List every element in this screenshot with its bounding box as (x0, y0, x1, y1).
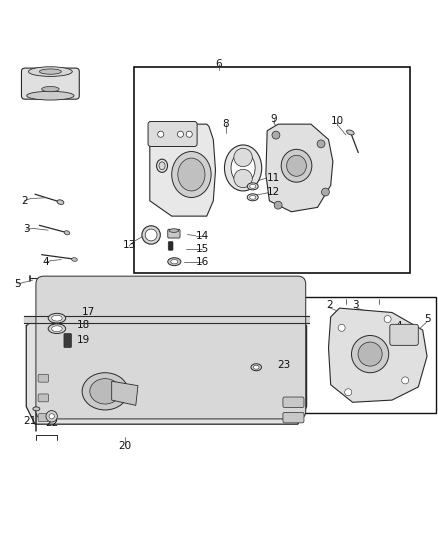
FancyBboxPatch shape (168, 241, 173, 251)
Text: 6: 6 (215, 59, 223, 69)
Ellipse shape (142, 226, 160, 244)
Text: 2: 2 (21, 196, 28, 206)
Ellipse shape (57, 200, 64, 205)
Circle shape (274, 201, 282, 209)
Ellipse shape (231, 152, 255, 184)
Ellipse shape (250, 184, 256, 188)
Polygon shape (26, 319, 307, 424)
Text: 21: 21 (23, 416, 36, 426)
Text: 15: 15 (196, 244, 209, 254)
Circle shape (317, 140, 325, 148)
Text: 2: 2 (326, 300, 333, 310)
Text: 5: 5 (14, 279, 21, 289)
Text: 7: 7 (148, 136, 155, 147)
Polygon shape (112, 381, 138, 405)
Circle shape (384, 316, 391, 322)
Ellipse shape (169, 229, 179, 232)
Text: 3: 3 (23, 224, 30, 235)
FancyBboxPatch shape (148, 122, 197, 147)
Ellipse shape (286, 155, 307, 176)
Ellipse shape (145, 229, 157, 241)
FancyBboxPatch shape (283, 397, 304, 408)
Circle shape (402, 377, 409, 384)
Circle shape (272, 131, 280, 139)
Bar (134, 67, 410, 273)
Text: 8: 8 (222, 119, 229, 129)
Ellipse shape (351, 335, 389, 373)
Ellipse shape (168, 258, 181, 265)
FancyBboxPatch shape (38, 374, 49, 382)
Circle shape (338, 324, 345, 332)
Circle shape (186, 131, 192, 138)
Ellipse shape (52, 326, 62, 332)
Polygon shape (266, 124, 333, 212)
Ellipse shape (28, 67, 72, 76)
Circle shape (49, 414, 54, 419)
Text: 16: 16 (196, 257, 209, 266)
Text: 18: 18 (77, 320, 90, 330)
Ellipse shape (42, 86, 59, 92)
Ellipse shape (225, 145, 262, 191)
Ellipse shape (171, 260, 178, 264)
Text: 11: 11 (267, 173, 280, 183)
Ellipse shape (52, 316, 62, 321)
FancyBboxPatch shape (64, 334, 71, 348)
Ellipse shape (234, 148, 252, 167)
Text: 17: 17 (82, 306, 95, 317)
Ellipse shape (159, 162, 165, 169)
Ellipse shape (178, 158, 205, 191)
Text: 12: 12 (267, 187, 280, 197)
Text: 5: 5 (424, 314, 431, 324)
Bar (304, 297, 436, 413)
Text: 9: 9 (270, 115, 277, 124)
FancyBboxPatch shape (38, 394, 49, 402)
Ellipse shape (48, 313, 66, 323)
FancyBboxPatch shape (21, 68, 79, 99)
Text: 23: 23 (277, 360, 290, 370)
Text: 4: 4 (42, 257, 49, 267)
FancyBboxPatch shape (38, 414, 49, 422)
Ellipse shape (281, 149, 312, 182)
Polygon shape (24, 316, 309, 323)
Circle shape (321, 188, 329, 196)
FancyBboxPatch shape (36, 276, 306, 419)
Ellipse shape (72, 257, 77, 261)
Ellipse shape (253, 365, 259, 369)
Ellipse shape (250, 195, 256, 199)
Text: 1: 1 (47, 88, 54, 99)
Ellipse shape (251, 364, 261, 371)
Polygon shape (150, 124, 215, 216)
Text: 19: 19 (77, 335, 90, 345)
Ellipse shape (172, 151, 211, 198)
Ellipse shape (90, 378, 120, 404)
Text: 4: 4 (395, 321, 402, 330)
Circle shape (345, 389, 352, 395)
FancyBboxPatch shape (168, 229, 180, 238)
Text: 10: 10 (331, 116, 344, 126)
Text: 13: 13 (123, 240, 136, 251)
Ellipse shape (234, 169, 252, 188)
Polygon shape (328, 308, 427, 402)
Circle shape (158, 131, 164, 138)
Ellipse shape (82, 373, 128, 410)
FancyBboxPatch shape (390, 324, 418, 345)
Circle shape (177, 131, 184, 138)
Ellipse shape (33, 407, 40, 411)
Ellipse shape (247, 194, 258, 201)
Ellipse shape (39, 69, 61, 74)
Text: 14: 14 (196, 231, 209, 241)
Ellipse shape (27, 91, 74, 100)
Text: 3: 3 (352, 300, 359, 310)
Text: 20: 20 (118, 441, 131, 451)
Ellipse shape (247, 183, 258, 190)
FancyBboxPatch shape (283, 413, 304, 423)
Ellipse shape (358, 342, 382, 366)
Ellipse shape (48, 324, 66, 334)
Circle shape (46, 410, 57, 422)
Ellipse shape (64, 231, 70, 235)
Ellipse shape (346, 130, 354, 135)
Text: 22: 22 (45, 418, 58, 429)
